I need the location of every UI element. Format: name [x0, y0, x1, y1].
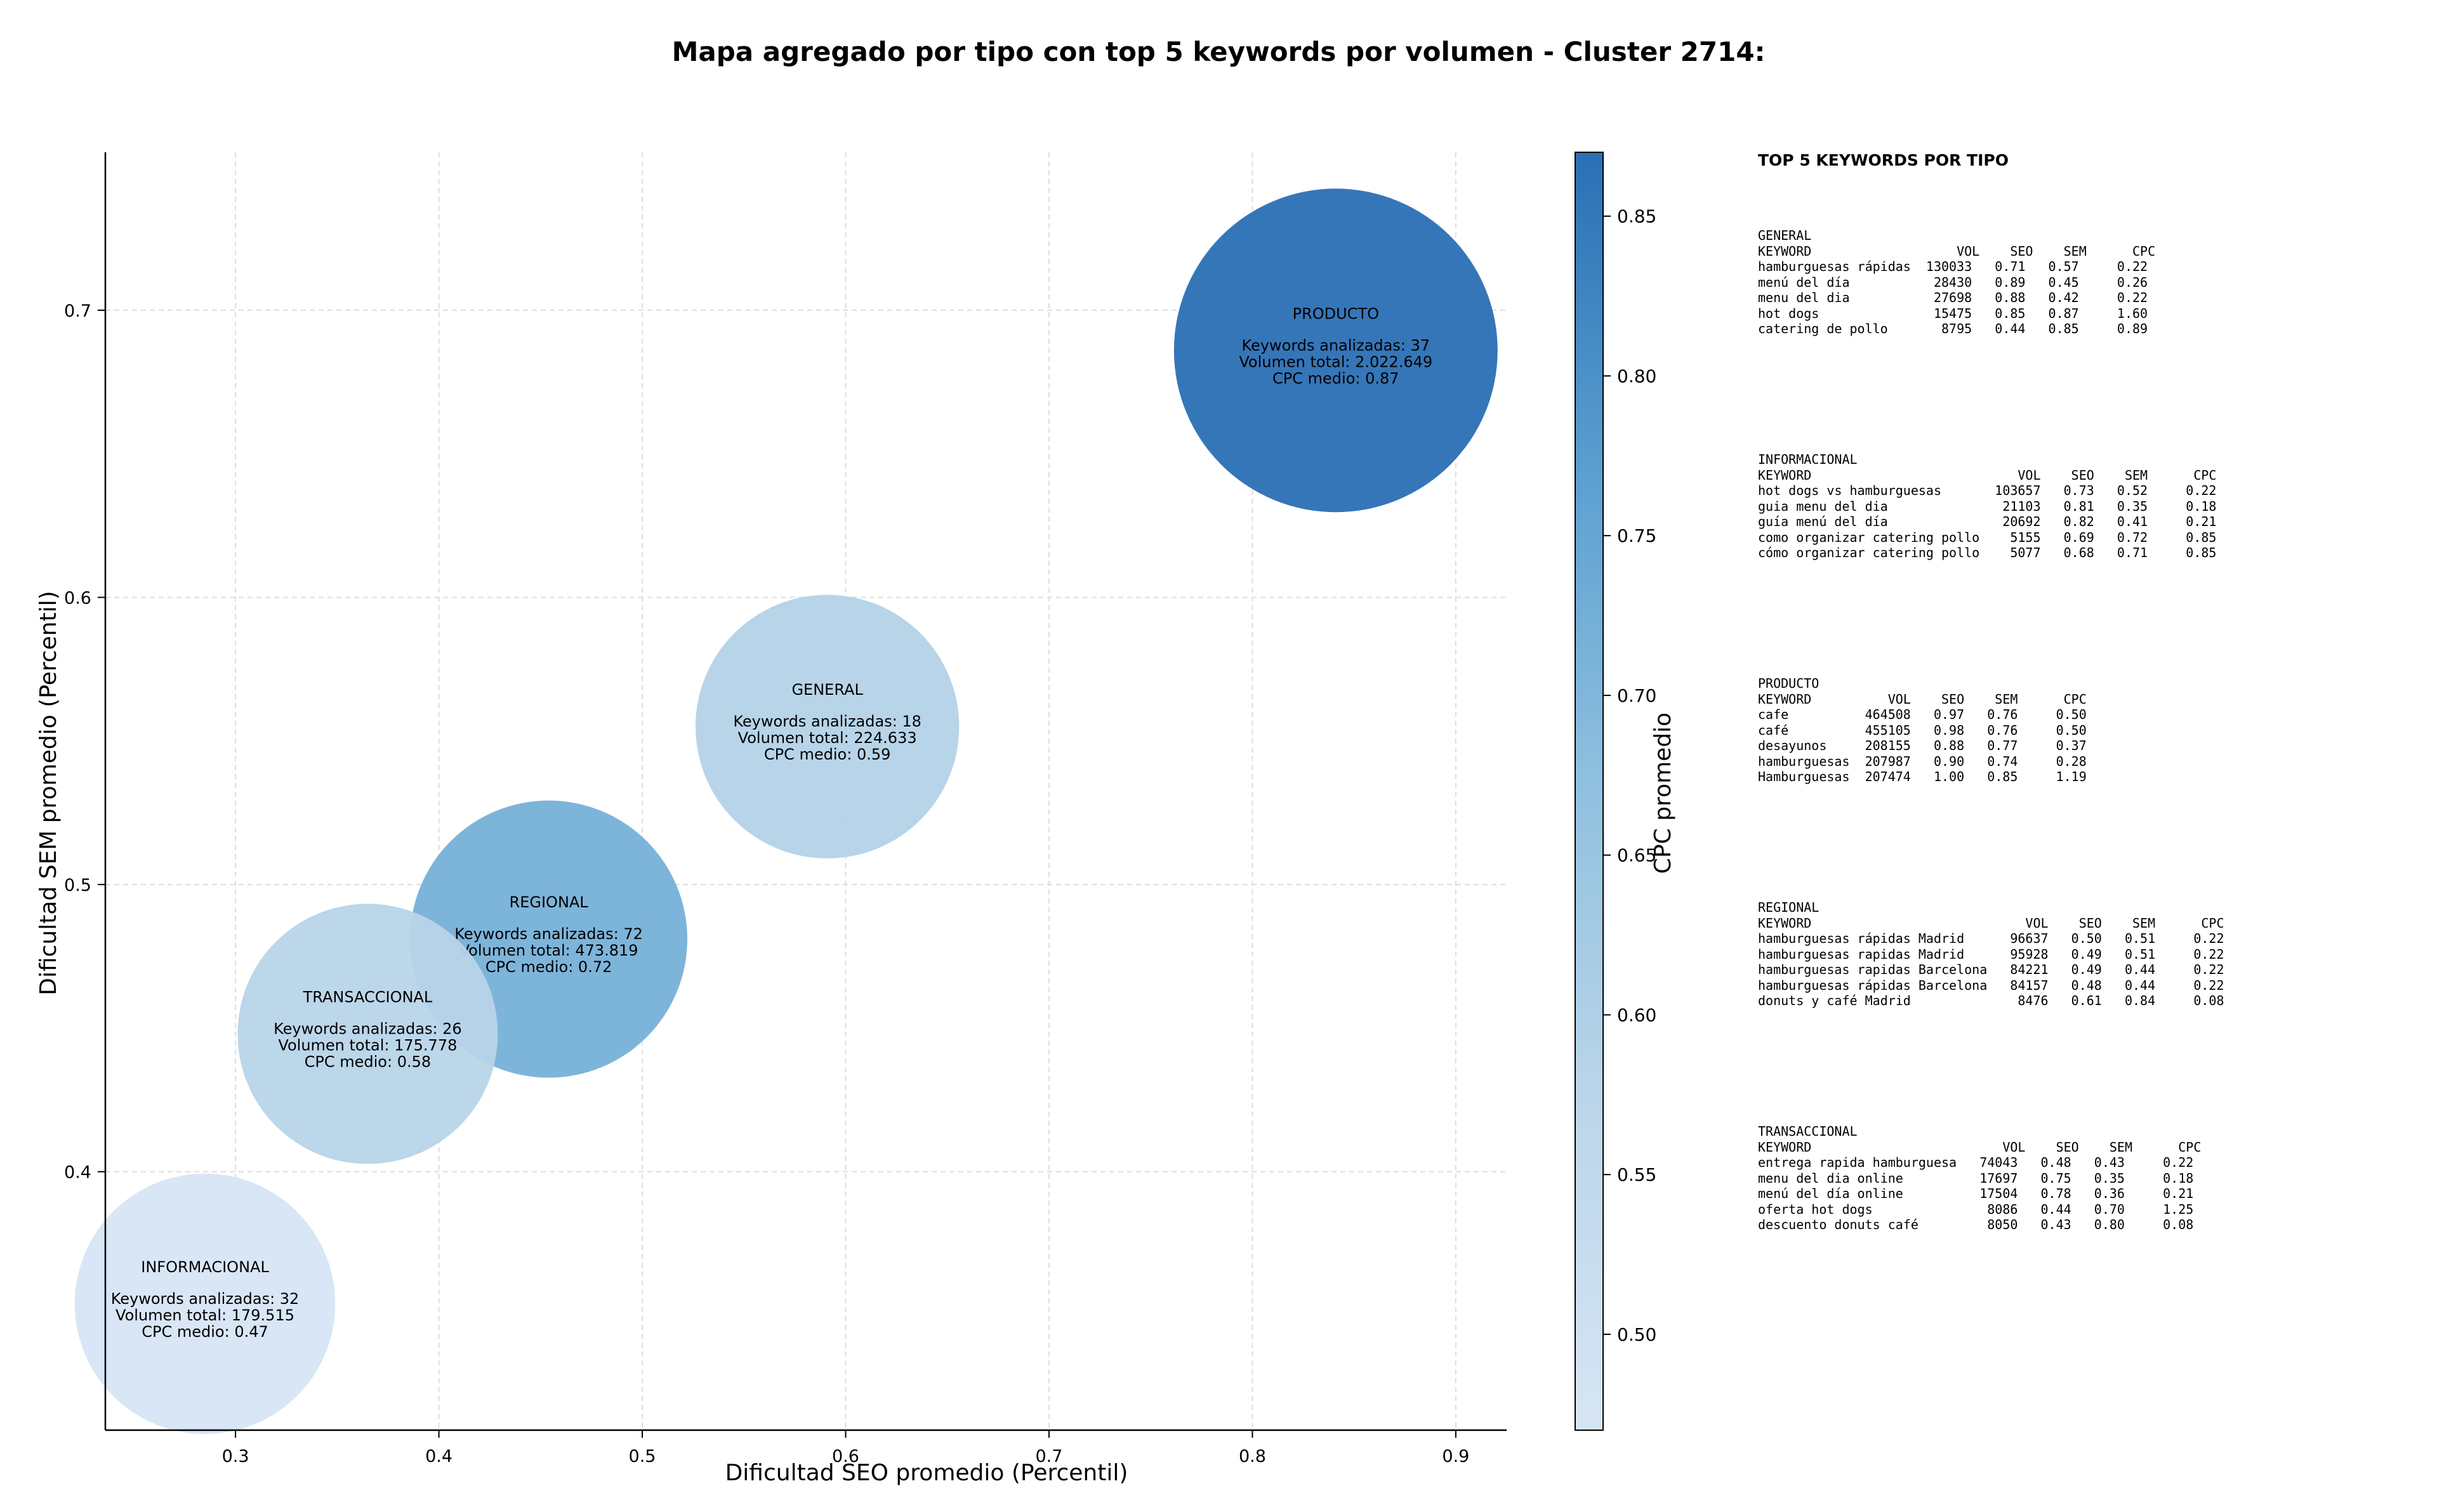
y-tick-label: 0.7: [64, 301, 91, 321]
colorbar-tick-label: 0.70: [1617, 685, 1656, 706]
colorbar-tick-label: 0.55: [1617, 1164, 1656, 1185]
bubble-label-volume-text: Volumen total: 2.022.649: [1239, 353, 1432, 371]
x-axis-label: Dificultad SEO promedio (Percentil): [725, 1460, 1128, 1486]
colorbar-label: CPC promedio: [1650, 713, 1676, 874]
panel-title: TOP 5 KEYWORDS POR TIPO: [1758, 151, 2009, 169]
bubble-label-name: REGIONAL: [510, 893, 589, 911]
bubble-transaccional: TRANSACCIONAL Keywords analizadas: 26Volu…: [237, 904, 498, 1164]
colorbar-ticks: 0.50 0.55 0.60 0.65 0.70 0.75 0.80 0.85: [1603, 206, 1656, 1345]
bubble-label-cpc-text: CPC medio: 0.72: [485, 958, 612, 976]
x-tick-label: 0.9: [1442, 1447, 1469, 1466]
y-tick-label: 0.6: [64, 589, 91, 608]
bubble-label-name: PRODUCTO: [1293, 305, 1379, 322]
chart-title: Mapa agregado por tipo con top 5 keyword…: [672, 36, 1766, 67]
bubble-label-name: GENERAL: [791, 681, 863, 699]
bubble-label-cpc-text: CPC medio: 0.47: [142, 1323, 268, 1341]
bubble-label-keywords-text: Keywords analizadas: 72: [454, 925, 643, 943]
bubble-label-name: INFORMACIONAL: [141, 1258, 269, 1276]
x-tick-label: 0.3: [222, 1447, 249, 1466]
keyword-table-informacional: INFORMACIONAL KEYWORD VOL SEO SEM CPC ho…: [1758, 452, 2217, 560]
colorbar-tick-label: 0.65: [1617, 845, 1656, 866]
y-tick-label: 0.5: [64, 876, 91, 895]
keyword-table-general: GENERAL KEYWORD VOL SEO SEM CPC hamburgu…: [1758, 228, 2156, 336]
bubble-label-volume-text: Volumen total: 473.819: [459, 942, 638, 959]
top-keywords-panel: TOP 5 KEYWORDS POR TIPO GENERAL KEYWORD …: [1758, 151, 2424, 1232]
bubble-circle: [237, 904, 498, 1164]
bubble-label-volume-text: Volumen total: 175.778: [278, 1036, 457, 1054]
colorbar-tick-label: 0.75: [1617, 525, 1656, 546]
keyword-table-transaccional: TRANSACCIONAL KEYWORD VOL SEO SEM CPC en…: [1758, 1124, 2202, 1232]
colorbar-tick-label: 0.85: [1617, 206, 1656, 227]
bubble-label-keywords-text: Keywords analizadas: 18: [733, 713, 921, 730]
colorbar-gradient: [1575, 152, 1604, 1431]
bubble-label-keywords-text: Keywords analizadas: 37: [1242, 336, 1430, 354]
bubble-circle: [74, 1173, 336, 1435]
y-axis-label: Dificultad SEM promedio (Percentil): [36, 591, 62, 996]
bubble-label-cpc-text: CPC medio: 0.58: [305, 1053, 432, 1070]
colorbar: 0.50 0.55 0.60 0.65 0.70 0.75 0.80 0.85 CPC pro…: [1575, 152, 1676, 1431]
axes: 0.3 0.4 0.5 0.6 0.7 0.8 0.9 0.4 0.5 0.6 0.7: [64, 152, 1507, 1466]
x-tick-label: 0.4: [425, 1447, 452, 1466]
bubble-label-keywords-text: Keywords analizadas: 32: [111, 1290, 300, 1308]
keyword-table-producto: PRODUCTO KEYWORD VOL SEO SEM CPC cafe 46…: [1758, 676, 2087, 784]
keyword-table-regional: REGIONAL KEYWORD VOL SEO SEM CPC hamburg…: [1758, 900, 2224, 1008]
x-tick-label: 0.6: [832, 1447, 859, 1466]
colorbar-tick-label: 0.50: [1617, 1324, 1656, 1345]
x-tick-label: 0.8: [1239, 1447, 1266, 1466]
bubble-circle: [695, 595, 960, 858]
bubble-circle: [1173, 188, 1498, 513]
colorbar-tick-label: 0.60: [1617, 1004, 1656, 1025]
bubble-label-name: TRANSACCIONAL: [303, 988, 433, 1006]
bubble-label-volume-text: Volumen total: 179.515: [116, 1306, 294, 1324]
x-tick-label: 0.7: [1035, 1447, 1062, 1466]
colorbar-tick-label: 0.80: [1617, 365, 1656, 386]
bubble-label-cpc-text: CPC medio: 0.87: [1272, 369, 1399, 387]
x-tick-label: 0.5: [629, 1447, 656, 1466]
bubble-informacional: INFORMACIONAL Keywords analizadas: 32Volu…: [74, 1173, 336, 1435]
bubble-label-volume-text: Volumen total: 224.633: [738, 729, 917, 747]
y-tick-label: 0.4: [64, 1163, 91, 1183]
bubble-label-keywords-text: Keywords analizadas: 26: [274, 1020, 462, 1037]
bubble-label-cpc-text: CPC medio: 0.59: [764, 746, 891, 763]
